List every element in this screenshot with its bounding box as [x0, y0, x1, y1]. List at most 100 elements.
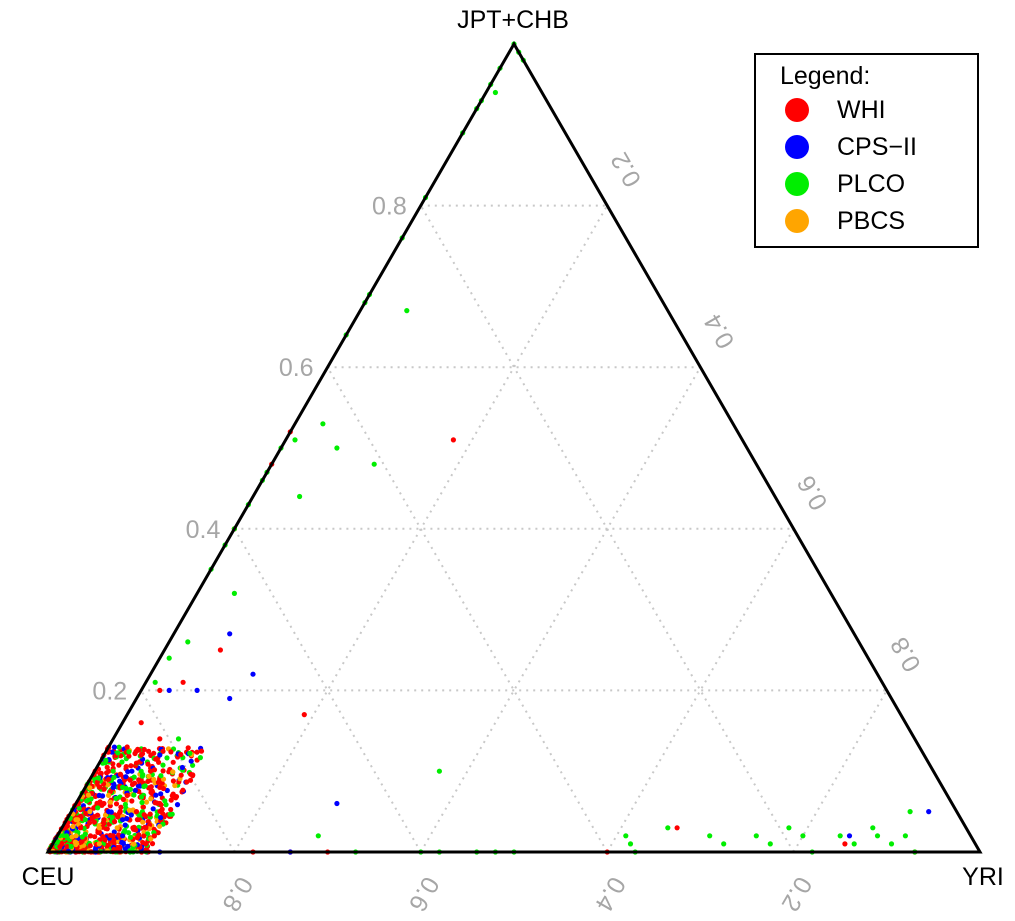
data-point [157, 823, 163, 829]
legend-entry-label: PLCO [837, 170, 905, 198]
data-point [129, 798, 135, 804]
data-point [126, 807, 132, 813]
data-point [111, 744, 117, 750]
data-point [87, 809, 93, 815]
data-point [96, 825, 102, 831]
data-point [157, 808, 163, 814]
tick-label-right: 0.8 [885, 632, 927, 676]
data-point [334, 800, 340, 807]
data-point [170, 759, 176, 765]
data-point [107, 799, 114, 805]
data-point [320, 421, 326, 427]
data-point [162, 798, 168, 804]
legend-entry-label: WHI [837, 96, 886, 124]
data-point [138, 768, 144, 774]
tick-label-right: 0.2 [605, 148, 647, 192]
data-point [315, 833, 321, 839]
data-point [96, 841, 102, 847]
data-point [94, 812, 101, 818]
data-point [131, 780, 138, 786]
data-point [122, 846, 128, 852]
data-point [627, 841, 634, 847]
data-point [126, 753, 132, 759]
data-point [94, 779, 100, 785]
tick-label-left: 0.2 [776, 872, 818, 916]
data-point [146, 773, 152, 779]
data-point [138, 720, 144, 726]
data-point [160, 748, 166, 754]
data-point [180, 787, 186, 793]
data-point [721, 841, 727, 847]
tick-label-top: 0.4 [186, 516, 221, 544]
data-point [160, 768, 166, 774]
data-point [851, 841, 857, 847]
data-point [157, 736, 163, 742]
data-point [334, 445, 340, 451]
data-point [140, 804, 146, 810]
data-point [139, 799, 145, 806]
data-point [136, 777, 142, 783]
data-point [59, 841, 65, 847]
data-point [170, 769, 176, 775]
data-point [178, 751, 184, 758]
tick-labels: 0.2 0.4 0.6 0.8 0.2 0.4 0.6 0.8 0.8 0.6 0.4 0.2 [92, 148, 926, 917]
data-point [120, 784, 126, 791]
data-point [82, 817, 88, 823]
data-point [110, 761, 116, 767]
data-point [151, 767, 158, 773]
data-point [143, 841, 149, 847]
data-point [143, 799, 150, 805]
data-point [87, 833, 94, 839]
data-point [168, 749, 174, 755]
tick-label-left: 0.6 [403, 872, 445, 916]
data-point [436, 768, 442, 774]
tick-label-top: 0.2 [92, 677, 127, 705]
data-point [124, 792, 130, 799]
data-point [874, 833, 881, 839]
data-point [84, 798, 90, 804]
tick-label-left: 0.8 [217, 872, 259, 916]
data-point [217, 647, 223, 653]
data-point [101, 786, 107, 792]
data-point [103, 757, 109, 764]
legend-entry-label: CPS−II [837, 133, 917, 161]
data-point [152, 679, 158, 685]
data-point [78, 825, 84, 831]
data-point [70, 823, 76, 830]
tick-label-right: 0.6 [792, 471, 834, 515]
data-point [89, 815, 95, 822]
data-point [870, 825, 876, 831]
data-point [131, 792, 137, 798]
data-point [104, 770, 110, 776]
legend: Legend: WHI CPS−II PLCO PBCS [754, 53, 979, 248]
data-point [148, 836, 154, 842]
data-point [158, 773, 164, 779]
data-point [134, 817, 140, 823]
data-point [190, 772, 196, 778]
data-point [102, 812, 109, 818]
data-point [198, 748, 205, 754]
triangle-frame [45, 40, 983, 854]
data-point [132, 787, 138, 794]
legend-title: Legend: [780, 62, 870, 90]
data-point [78, 839, 84, 845]
data-point [102, 837, 108, 843]
legend-marker [785, 135, 809, 159]
data-point [133, 760, 140, 766]
data-point [129, 768, 135, 774]
data-point [188, 758, 194, 764]
data-point [846, 833, 853, 839]
data-point [140, 819, 146, 825]
data-point [159, 780, 165, 786]
data-point [64, 844, 70, 850]
data-point [73, 841, 79, 848]
data-point [623, 833, 629, 839]
data-point [902, 833, 909, 839]
data-point [127, 834, 134, 840]
grid-lines [140, 204, 888, 853]
data-point [143, 825, 149, 831]
data-point [179, 764, 185, 771]
data-point [190, 762, 196, 768]
tick-label-top: 0.8 [372, 193, 407, 221]
triangle-outline [45, 40, 983, 854]
